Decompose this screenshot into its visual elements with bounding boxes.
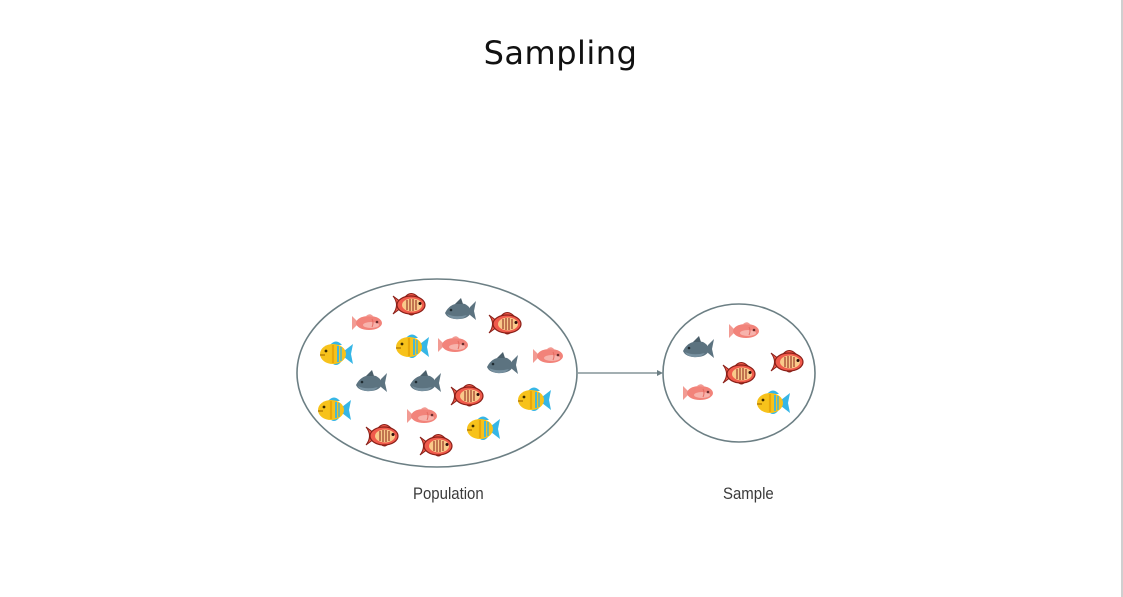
pink-fish-icon bbox=[437, 335, 469, 353]
sampling-arrow bbox=[578, 370, 663, 376]
sample-fish-group bbox=[682, 321, 804, 416]
page-title: Sampling bbox=[483, 34, 638, 72]
striped-fish-icon bbox=[419, 433, 453, 457]
yellow-fish-icon bbox=[394, 333, 431, 360]
population-ellipse bbox=[296, 278, 578, 468]
yellow-fish-icon bbox=[465, 415, 502, 442]
gray-fish-icon bbox=[356, 370, 387, 392]
striped-fish-icon bbox=[488, 311, 522, 335]
pink-fish-icon bbox=[406, 406, 438, 424]
gray-fish-icon bbox=[410, 370, 441, 392]
page-edge-rule bbox=[1121, 0, 1123, 597]
striped-fish-icon bbox=[722, 361, 756, 385]
pink-fish-icon bbox=[351, 313, 383, 331]
gray-fish-icon bbox=[487, 352, 518, 374]
gray-fish-icon bbox=[683, 336, 714, 358]
striped-fish-icon bbox=[392, 292, 426, 316]
population-fish-group bbox=[316, 292, 564, 457]
pink-fish-icon bbox=[682, 383, 714, 401]
pink-fish-icon bbox=[728, 321, 760, 339]
striped-fish-icon bbox=[770, 349, 804, 373]
striped-fish-icon bbox=[450, 383, 484, 407]
pink-fish-icon bbox=[532, 346, 564, 364]
gray-fish-icon bbox=[445, 298, 476, 320]
striped-fish-icon bbox=[365, 423, 399, 447]
yellow-fish-icon bbox=[316, 396, 353, 423]
yellow-fish-icon bbox=[318, 340, 355, 367]
population-label: Population bbox=[413, 484, 484, 503]
yellow-fish-icon bbox=[755, 389, 792, 416]
sample-label: Sample bbox=[723, 484, 774, 503]
yellow-fish-icon bbox=[516, 386, 553, 413]
